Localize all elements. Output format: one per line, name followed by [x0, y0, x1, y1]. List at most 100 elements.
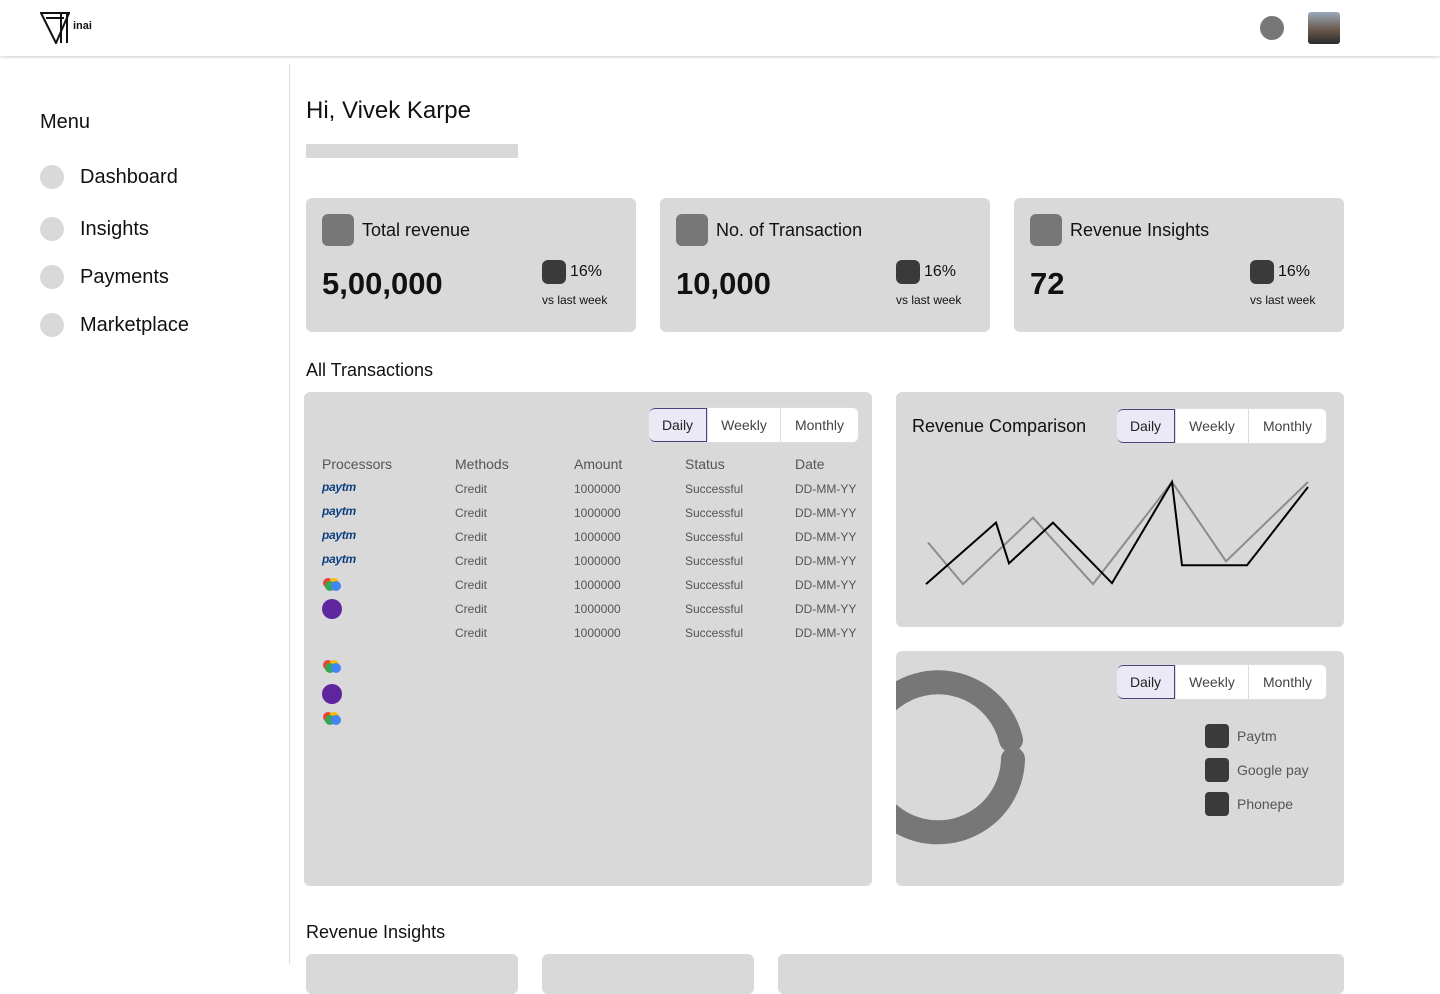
tab-group: Daily Weekly Monthly: [1116, 664, 1327, 700]
cell: DD-MM-YY: [795, 602, 857, 616]
tab[interactable]: Weekly: [707, 408, 780, 442]
stat-title: Revenue Insights: [1070, 220, 1210, 240]
menu-item[interactable]: Marketplace: [80, 314, 189, 336]
cell: Credit: [455, 554, 488, 568]
legend-swatch: [1205, 724, 1229, 748]
stat-value: 5,00,000: [322, 266, 443, 301]
cell: 1000000: [574, 626, 621, 640]
stat-card: Revenue Insights 72 16% vs last week: [1014, 198, 1344, 332]
tab[interactable]: Monthly: [1248, 665, 1326, 699]
change-value: 16%: [1278, 263, 1311, 280]
stat-icon: [322, 214, 354, 246]
tab[interactable]: Weekly: [1175, 665, 1248, 699]
menu-item[interactable]: Payments: [80, 266, 169, 288]
logo-text: inai: [73, 20, 92, 32]
cell: Credit: [455, 482, 488, 496]
cell: DD-MM-YY: [795, 482, 857, 496]
line-chart: [925, 478, 1309, 586]
cell: Credit: [455, 626, 488, 640]
stat-card: Total revenue 5,00,000 16% vs last week: [306, 198, 636, 332]
cell: 1000000: [574, 554, 621, 568]
paytm-logo: paytm: [322, 504, 356, 518]
tab-group: Daily Weekly Monthly: [1116, 408, 1327, 444]
processor-share-panel: Daily Weekly Monthly Paytm Google pay Phonepe: [896, 651, 1344, 886]
revenue-comparison-panel: Revenue Comparison Daily Weekly Monthly: [896, 392, 1344, 627]
menu-item[interactable]: Insights: [80, 218, 149, 240]
cell: Successful: [685, 602, 744, 616]
panel-title: Revenue Comparison: [912, 416, 1087, 436]
stat-title: No. of Transaction: [716, 220, 863, 240]
gpay-logo: [322, 659, 342, 673]
cell: Successful: [685, 506, 744, 520]
column-header: Status: [685, 456, 725, 472]
cell: Credit: [455, 506, 488, 520]
insight-card: [306, 954, 518, 994]
stat-card: No. of Transaction 10,000 16% vs last week: [660, 198, 990, 332]
legend-label: Google pay: [1237, 762, 1309, 778]
tab[interactable]: Daily: [1117, 665, 1175, 699]
stat-value: 10,000: [676, 266, 771, 301]
stat-title: Total revenue: [362, 220, 471, 240]
legend-swatch: [1205, 758, 1229, 782]
change-note: vs last week: [542, 293, 608, 307]
section-title: Revenue Insights: [306, 922, 446, 942]
menu-icon[interactable]: [40, 313, 64, 337]
menu-title: Menu: [40, 111, 91, 133]
change-note: vs last week: [896, 293, 962, 307]
column-header: Date: [795, 456, 825, 472]
cell: Credit: [455, 578, 488, 592]
cell: 1000000: [574, 482, 621, 496]
change-value: 16%: [570, 263, 603, 280]
cell: DD-MM-YY: [795, 578, 857, 592]
legend-label: Paytm: [1237, 728, 1277, 744]
change-note: vs last week: [1250, 293, 1316, 307]
legend-swatch: [1205, 792, 1229, 816]
stat-value: 72: [1030, 266, 1065, 301]
tab[interactable]: Daily: [649, 408, 707, 442]
donut-arc: [896, 670, 1025, 845]
cell: 1000000: [574, 530, 621, 544]
notification-icon[interactable]: [1260, 16, 1284, 40]
cell: Credit: [455, 530, 488, 544]
line: [927, 480, 1309, 586]
tab[interactable]: Weekly: [1175, 409, 1248, 443]
menu-item[interactable]: Dashboard: [80, 166, 178, 188]
phonepe-logo: [322, 599, 342, 619]
legend-label: Phonepe: [1237, 796, 1294, 812]
line: [925, 478, 1309, 585]
menu-icon[interactable]: [40, 217, 64, 241]
paytm-logo: paytm: [322, 480, 356, 494]
change-value: 16%: [924, 263, 957, 280]
cell: Successful: [685, 578, 744, 592]
column-header: Processors: [322, 456, 393, 472]
change-icon: [542, 260, 566, 284]
section-title: All Transactions: [306, 360, 434, 380]
cell: 1000000: [574, 506, 621, 520]
cell: Credit: [455, 602, 488, 616]
tab[interactable]: Monthly: [1248, 409, 1326, 443]
column-header: Amount: [574, 456, 623, 472]
cell: 1000000: [574, 602, 621, 616]
paytm-logo: paytm: [322, 552, 356, 566]
insight-card: [778, 954, 1344, 994]
cell: 1000000: [574, 578, 621, 592]
placeholder-bar: [306, 144, 518, 158]
cell: DD-MM-YY: [795, 506, 857, 520]
change-icon: [896, 260, 920, 284]
transactions-panel: Daily Weekly Monthly Processors Methods Amoun…: [304, 392, 872, 886]
column-header: Methods: [455, 456, 509, 472]
donut-chart: [896, 670, 1025, 845]
sidebar-divider: [289, 64, 290, 964]
avatar[interactable]: [1308, 12, 1340, 44]
cell: DD-MM-YY: [795, 530, 857, 544]
change-icon: [1250, 260, 1274, 284]
menu-icon[interactable]: [40, 165, 64, 189]
tab[interactable]: Monthly: [780, 408, 858, 442]
menu-icon[interactable]: [40, 265, 64, 289]
cell: Successful: [685, 554, 744, 568]
header: inai: [0, 0, 1440, 56]
cell: DD-MM-YY: [795, 626, 857, 640]
greeting: Hi, Vivek Karpe: [306, 97, 471, 124]
tab[interactable]: Daily: [1117, 409, 1175, 443]
